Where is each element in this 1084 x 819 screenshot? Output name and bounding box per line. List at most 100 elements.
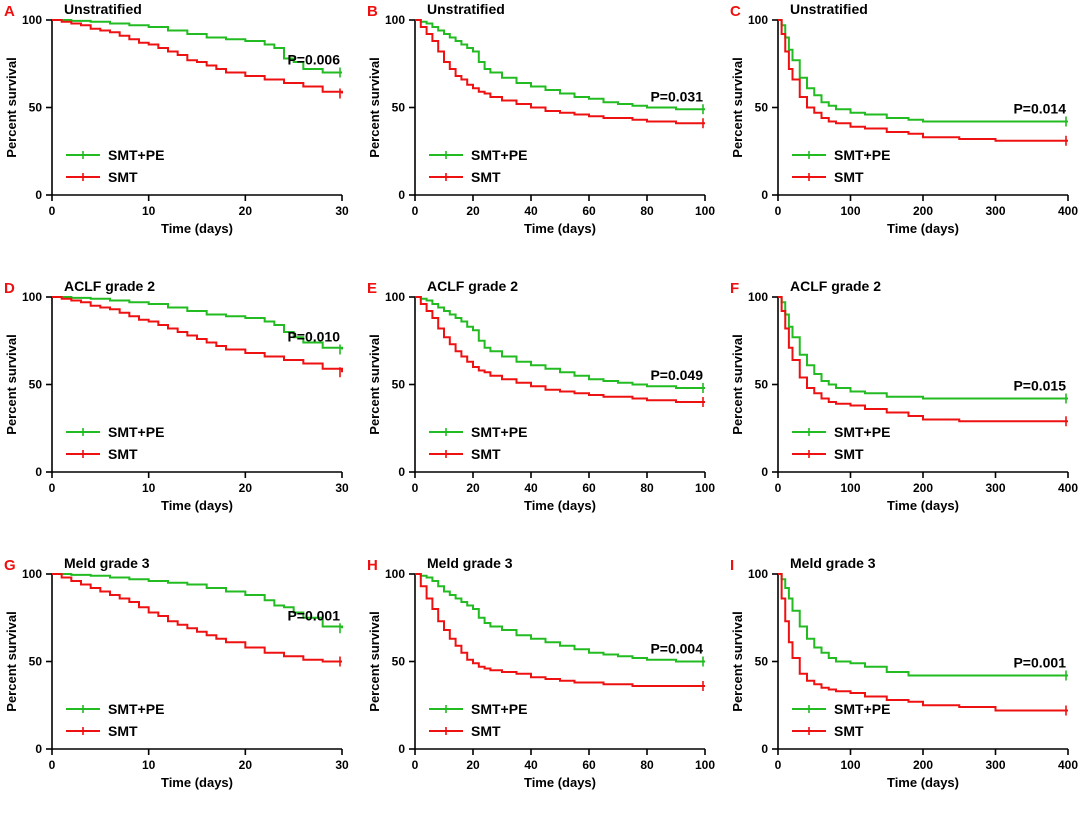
survival-curve-smt	[52, 19, 343, 94]
survival-curve-smt-pe	[52, 573, 343, 629]
p-value-label: P=0.001	[287, 607, 340, 623]
y-tick-label: 100	[748, 567, 768, 581]
x-tick-label: 30	[335, 481, 349, 495]
panel-letter: C	[730, 3, 741, 20]
panel-letter: E	[367, 280, 377, 297]
legend-label-smt-pe: SMT+PE	[834, 147, 890, 163]
km-panel-h: H Meld grade 3 0 50 100 0 20 40 60 80 100 Time (day…	[363, 554, 724, 819]
km-chart-svg: D ACLF grade 2 0 50 100 0 10 20 30 Time (days) Per…	[4, 278, 349, 513]
survival-curve-smt-pe	[778, 573, 1068, 677]
legend-label-smt: SMT	[108, 446, 138, 462]
y-tick-label: 50	[755, 101, 769, 115]
y-tick-label: 0	[398, 742, 405, 756]
panel-letter: F	[730, 280, 739, 297]
y-tick-label: 100	[385, 567, 405, 581]
x-tick-label: 400	[1058, 758, 1078, 772]
chart-title: ACLF grade 2	[64, 278, 155, 294]
x-tick-label: 0	[49, 758, 56, 772]
legend-label-smt-pe: SMT+PE	[834, 701, 890, 717]
x-tick-label: 60	[582, 204, 596, 218]
legend-label-smt: SMT	[471, 723, 501, 739]
x-tick-label: 20	[466, 758, 480, 772]
legend-label-smt-pe: SMT+PE	[471, 701, 527, 717]
x-tick-label: 0	[412, 481, 419, 495]
chart-title: Meld grade 3	[64, 555, 150, 571]
km-panel-d: D ACLF grade 2 0 50 100 0 10 20 30 Time (days) Per…	[0, 277, 361, 542]
survival-curve-smt-pe	[415, 19, 705, 111]
x-tick-label: 30	[335, 204, 349, 218]
panel-letter: B	[367, 3, 378, 20]
y-axis-label: Percent survival	[367, 611, 382, 711]
x-tick-label: 0	[412, 204, 419, 218]
km-panel-g: G Meld grade 3 0 50 100 0 10 20 30 Time (days) Per…	[0, 554, 361, 819]
x-tick-label: 30	[335, 758, 349, 772]
y-axis-label: Percent survival	[730, 57, 745, 157]
x-tick-label: 0	[49, 204, 56, 218]
km-panel-f: F ACLF grade 2 0 50 100 0 100 200 300 400 Time (da…	[726, 277, 1084, 542]
x-tick-label: 300	[985, 758, 1005, 772]
x-tick-label: 60	[582, 481, 596, 495]
km-panel-a: A Unstratified 0 50 100 0 10 20 30 Time (days) Per…	[0, 0, 361, 265]
y-axis-label: Percent survival	[367, 57, 382, 157]
x-tick-label: 0	[775, 481, 782, 495]
survival-curve-smt-pe	[415, 296, 705, 389]
survival-curve-smt	[415, 19, 705, 125]
x-tick-label: 300	[985, 481, 1005, 495]
p-value-label: P=0.010	[287, 329, 340, 345]
km-chart-svg: G Meld grade 3 0 50 100 0 10 20 30 Time (days) Per…	[4, 555, 349, 790]
x-tick-label: 40	[524, 204, 538, 218]
x-axis-label: Time (days)	[524, 221, 596, 236]
legend-label-smt: SMT	[471, 169, 501, 185]
survival-curve-smt-pe	[778, 19, 1068, 123]
y-tick-label: 50	[29, 101, 43, 115]
survival-curve-smt	[415, 573, 705, 687]
y-tick-label: 100	[385, 13, 405, 27]
y-tick-label: 0	[35, 465, 42, 479]
x-axis-label: Time (days)	[524, 498, 596, 513]
x-tick-label: 10	[142, 204, 156, 218]
x-tick-label: 0	[775, 204, 782, 218]
x-tick-label: 0	[412, 758, 419, 772]
p-value-label: P=0.049	[650, 367, 703, 383]
y-axis-label: Percent survival	[4, 611, 19, 711]
panel-letter: H	[367, 557, 378, 574]
x-tick-label: 20	[239, 481, 253, 495]
chart-title: Meld grade 3	[427, 555, 513, 571]
legend-label-smt: SMT	[834, 723, 864, 739]
x-tick-label: 100	[695, 758, 715, 772]
y-axis-label: Percent survival	[4, 334, 19, 434]
legend-label-smt: SMT	[834, 169, 864, 185]
legend-label-smt-pe: SMT+PE	[834, 424, 890, 440]
x-tick-label: 20	[466, 204, 480, 218]
legend-label-smt: SMT	[471, 446, 501, 462]
legend-label-smt-pe: SMT+PE	[108, 147, 164, 163]
chart-title: Unstratified	[427, 1, 505, 17]
km-panel-i: I Meld grade 3 0 50 100 0 100 200 300 400 Time (da…	[726, 554, 1084, 819]
y-axis-label: Percent survival	[730, 334, 745, 434]
x-tick-label: 0	[49, 481, 56, 495]
km-chart-svg: H Meld grade 3 0 50 100 0 20 40 60 80 100 Time (day…	[367, 555, 715, 790]
y-tick-label: 50	[29, 655, 43, 669]
p-value-label: P=0.031	[650, 88, 703, 104]
legend-label-smt: SMT	[108, 723, 138, 739]
x-axis-label: Time (days)	[887, 221, 959, 236]
legend-label-smt-pe: SMT+PE	[108, 701, 164, 717]
x-tick-label: 80	[640, 758, 654, 772]
x-tick-label: 80	[640, 481, 654, 495]
chart-title: Unstratified	[790, 1, 868, 17]
p-value-label: P=0.014	[1013, 101, 1066, 117]
y-tick-label: 100	[748, 13, 768, 27]
km-chart-svg: F ACLF grade 2 0 50 100 0 100 200 300 400 Time (da…	[730, 278, 1078, 513]
y-axis-label: Percent survival	[367, 334, 382, 434]
x-axis-label: Time (days)	[887, 498, 959, 513]
y-tick-label: 50	[392, 101, 406, 115]
x-tick-label: 80	[640, 204, 654, 218]
p-value-label: P=0.001	[1013, 655, 1066, 671]
legend-label-smt-pe: SMT+PE	[108, 424, 164, 440]
chart-title: ACLF grade 2	[427, 278, 518, 294]
legend-label-smt-pe: SMT+PE	[471, 424, 527, 440]
km-panel-b: B Unstratified 0 50 100 0 20 40 60 80 100 Time (day…	[363, 0, 724, 265]
survival-curve-smt-pe	[778, 296, 1068, 400]
x-axis-label: Time (days)	[161, 498, 233, 513]
panel-letter: A	[4, 3, 15, 20]
